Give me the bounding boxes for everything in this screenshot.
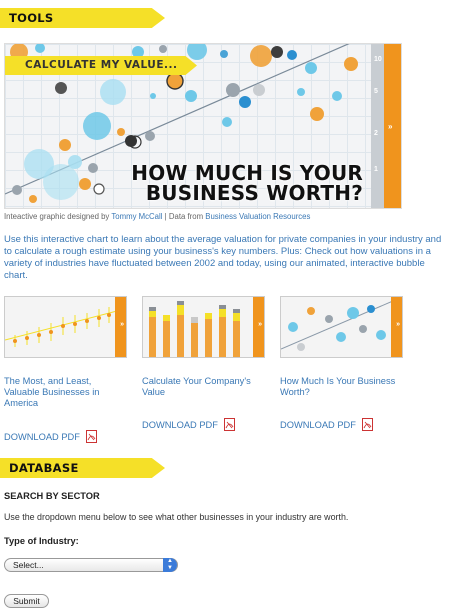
credit-separator: | Data from (164, 212, 204, 221)
thumbnail-how-much-worth[interactable]: » (280, 296, 403, 358)
submit-button[interactable]: Submit (4, 594, 49, 608)
tools-section-tab: TOOLS (0, 8, 165, 28)
caption-most-least-valuable[interactable]: The Most, and Least, Valuable Businesses… (4, 376, 100, 408)
caption-calculate-value[interactable]: Calculate Your Company's Value (142, 376, 251, 397)
caption-how-much-worth[interactable]: How Much Is Your Business Worth? (280, 376, 396, 397)
valuation-graphic-banner[interactable]: 10 5 2 1 » CALCULATE MY VALUE... HOW MUC… (4, 43, 402, 209)
database-section-tab: DATABASE (0, 458, 165, 478)
credit-prefix: Inteactive graphic designed by (4, 212, 110, 221)
hero-scale-tick: 1 (374, 166, 378, 173)
thumbnail-orange-strip (115, 297, 126, 357)
select-arrows-icon: ▲ ▼ (163, 558, 177, 572)
thumbnail-orange-strip (391, 297, 402, 357)
designer-link[interactable]: Tommy McCall (111, 212, 163, 221)
pdf-icon (85, 430, 97, 443)
database-heading: DATABASE (9, 461, 79, 475)
intro-paragraph[interactable]: Use this interactive chart to learn abou… (4, 234, 442, 281)
data-source-link[interactable]: Business Valuation Resources (205, 212, 311, 221)
industry-select[interactable]: Select... ▲ ▼ (4, 558, 178, 572)
chevron-right-icon: » (396, 321, 400, 328)
pdf-icon (223, 418, 235, 431)
calculate-my-value-button[interactable]: CALCULATE MY VALUE... (5, 56, 197, 75)
hero-scale-tick: 2 (374, 130, 378, 137)
search-description: Use the dropdown menu below to see what … (4, 512, 349, 522)
chevron-right-icon: » (120, 321, 124, 328)
industry-type-label: Type of Industry: (4, 536, 79, 546)
download-pdf-label: DOWNLOAD PDF (280, 420, 356, 430)
download-pdf-link-3[interactable]: DOWNLOAD PDF (280, 418, 373, 431)
calculate-my-value-label: CALCULATE MY VALUE... (25, 59, 178, 71)
search-by-sector-heading: SEARCH BY SECTOR (4, 491, 100, 501)
download-pdf-link-2[interactable]: DOWNLOAD PDF (142, 418, 235, 431)
thumbnail-calculate-value[interactable]: » (142, 296, 265, 358)
tools-heading: TOOLS (9, 11, 54, 25)
graphic-credit: Inteactive graphic designed by Tommy McC… (4, 212, 310, 221)
pdf-icon (361, 418, 373, 431)
hero-title-line-1: HOW MUCH IS YOUR (131, 161, 363, 185)
chevron-right-icon: » (388, 122, 393, 131)
download-pdf-link-1[interactable]: DOWNLOAD PDF (4, 430, 97, 443)
industry-select-value: Select... (13, 560, 44, 570)
hero-scale-tick: 10 (374, 56, 382, 63)
thumbnail-most-least-valuable[interactable]: » (4, 296, 127, 358)
chevron-right-icon: » (258, 321, 262, 328)
stacked-bar-thumbnail (149, 301, 240, 357)
download-pdf-label: DOWNLOAD PDF (142, 420, 218, 430)
hero-title-line-2: BUSINESS WORTH? (145, 181, 363, 205)
bubble-thumbnail (281, 300, 394, 351)
hero-scale-bar (371, 44, 384, 208)
download-pdf-label: DOWNLOAD PDF (4, 432, 80, 442)
thumbnail-orange-strip (253, 297, 264, 357)
error-bar-chart-thumbnail (5, 307, 118, 347)
hero-scale-tick: 5 (374, 88, 378, 95)
hero-orange-strip: » (384, 44, 401, 208)
